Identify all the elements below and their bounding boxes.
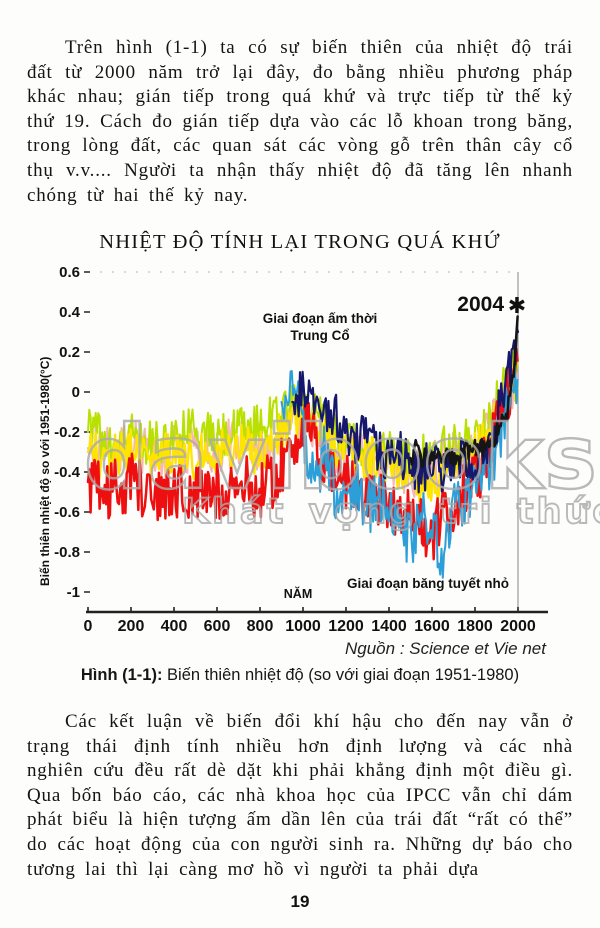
y-tick-label: -0.4	[54, 464, 81, 481]
x-tick-label: 1200	[328, 618, 364, 635]
paragraph-intro: Trên hình (1-1) ta có sự biến thiên của …	[27, 37, 573, 206]
paragraph-conclusion: Các kết luận về biến đổi khí hậu cho đến…	[27, 711, 573, 880]
series-black-instrumental	[409, 315, 519, 469]
figure-caption-label: Hình (1-1):	[80, 666, 163, 684]
y-tick-label: -0.6	[54, 504, 80, 521]
figure-caption-text: Biến thiên nhiệt độ (so với giai đoạn 19…	[162, 666, 520, 684]
chart-title: NHIỆT ĐỘ TÍNH LẠI TRONG QUÁ KHỨ	[99, 231, 501, 253]
x-tick-label: 1400	[371, 618, 407, 635]
annotation-2004: 2004	[457, 293, 504, 316]
annotation-medieval-warm-2: Trung Cổ	[290, 328, 349, 343]
y-tick-label: 0	[72, 384, 80, 401]
marker-2004-star-icon: ✱	[508, 294, 526, 319]
x-tick-label: 200	[118, 618, 145, 635]
page-number: 19	[290, 892, 310, 911]
annotation-little-ice-age: Giai đoạn băng tuyết nhỏ	[347, 576, 509, 591]
y-tick-label: 0.2	[59, 344, 80, 361]
y-tick-label: -0.8	[54, 544, 80, 561]
y-axis-label: Biến thiên nhiệt độ so với 1951-1980(°C)	[38, 356, 52, 586]
y-tick-label: 0.4	[59, 304, 81, 321]
x-tick-label: 2000	[500, 618, 536, 635]
annotation-medieval-warm-1: Giai đoạn ấm thời	[263, 311, 378, 326]
x-tick-label: 1600	[414, 618, 450, 635]
x-axis-title: NĂM	[284, 586, 312, 601]
x-tick-label: 1800	[457, 618, 493, 635]
x-tick-label: 1000	[285, 618, 321, 635]
series-red-reconstruction	[86, 347, 519, 561]
figure-source: Nguồn : Science et Vie net	[345, 639, 546, 658]
y-tick-label: -1	[67, 584, 80, 601]
x-tick-label: 600	[204, 618, 231, 635]
temperature-chart: 0 200 400 600 800 1000 1200 1400 1600 1800 2000 0.6…	[54, 264, 548, 635]
y-tick-label: -0.2	[54, 424, 80, 441]
figure-caption: Hình (1-1): Biến thiên nhiệt độ (so với …	[0, 666, 600, 685]
x-tick-label: 0	[84, 618, 93, 635]
x-tick-label: 400	[161, 618, 188, 635]
x-tick-label: 800	[247, 618, 274, 635]
y-tick-label: 0.6	[59, 264, 80, 281]
